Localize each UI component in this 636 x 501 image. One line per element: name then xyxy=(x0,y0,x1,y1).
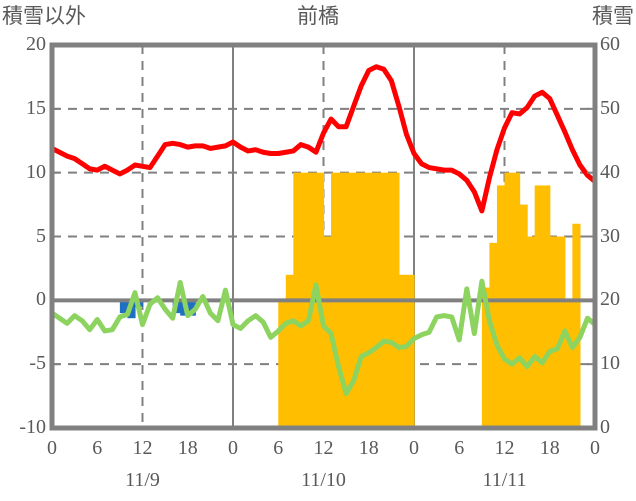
snow-bar xyxy=(496,185,506,428)
y-axis-left-tick: -10 xyxy=(19,416,46,438)
x-axis-tick: 18 xyxy=(177,437,198,459)
y-axis-right-tick: 40 xyxy=(600,160,620,183)
x-axis-tick: 12 xyxy=(494,437,515,459)
x-axis-day-label: 11/9 xyxy=(125,469,160,491)
y-axis-right-tick: 50 xyxy=(600,96,620,119)
snow-bar xyxy=(278,300,287,428)
y-axis-right-tick: 60 xyxy=(600,33,620,55)
y-axis-left-tick: 15 xyxy=(26,96,46,119)
snow-bar xyxy=(542,185,551,428)
x-axis-tick: 0 xyxy=(47,437,57,459)
x-axis-day-label: 11/11 xyxy=(482,469,527,491)
y-axis-left-tick: 0 xyxy=(36,288,46,311)
snow-bar xyxy=(527,236,536,428)
snow-bar xyxy=(564,300,573,428)
y-axis-right-tick: 20 xyxy=(600,288,620,311)
snow-bar xyxy=(519,204,528,428)
x-axis-tick: 12 xyxy=(313,437,334,459)
x-axis-tick: 18 xyxy=(358,437,379,459)
y-axis-right-tick: 0 xyxy=(600,416,610,438)
y-axis-left-tick: 20 xyxy=(26,33,46,55)
chart-title: 前橋 xyxy=(297,4,339,28)
series-line-気温 xyxy=(49,64,598,214)
snow-bar xyxy=(534,185,543,428)
x-axis-tick: 0 xyxy=(228,437,238,459)
y-axis-right-tick: 30 xyxy=(600,224,620,247)
snow-blue-bar xyxy=(187,300,196,316)
right-axis-title: 積雪 xyxy=(592,4,634,28)
snow-bar xyxy=(481,287,491,428)
snow-bar xyxy=(398,274,408,428)
x-axis-tick: 6 xyxy=(92,437,103,459)
x-axis-tick: 18 xyxy=(539,437,560,459)
x-axis-tick: 0 xyxy=(590,437,600,459)
x-axis-tick: 6 xyxy=(273,437,284,459)
snow-bar xyxy=(406,274,415,428)
left-axis-title: 積雪以外 xyxy=(2,4,86,28)
snow-bar xyxy=(549,236,558,428)
snow-bar xyxy=(285,274,294,428)
x-axis-day-label: 11/10 xyxy=(301,469,346,491)
snow-bar xyxy=(557,236,566,428)
x-axis-tick: 6 xyxy=(454,437,465,459)
series-line-積雪以外 xyxy=(49,278,598,397)
y-axis-left-tick: -5 xyxy=(29,352,46,375)
y-axis-left-tick: 5 xyxy=(36,224,46,247)
snow-bar xyxy=(572,223,581,428)
x-axis-tick: 12 xyxy=(132,437,153,459)
snow-blue-bar xyxy=(119,300,129,314)
x-axis-tick: 0 xyxy=(409,437,419,459)
y-axis-left-tick: 10 xyxy=(26,160,46,183)
y-axis-right-tick: 10 xyxy=(600,352,620,375)
